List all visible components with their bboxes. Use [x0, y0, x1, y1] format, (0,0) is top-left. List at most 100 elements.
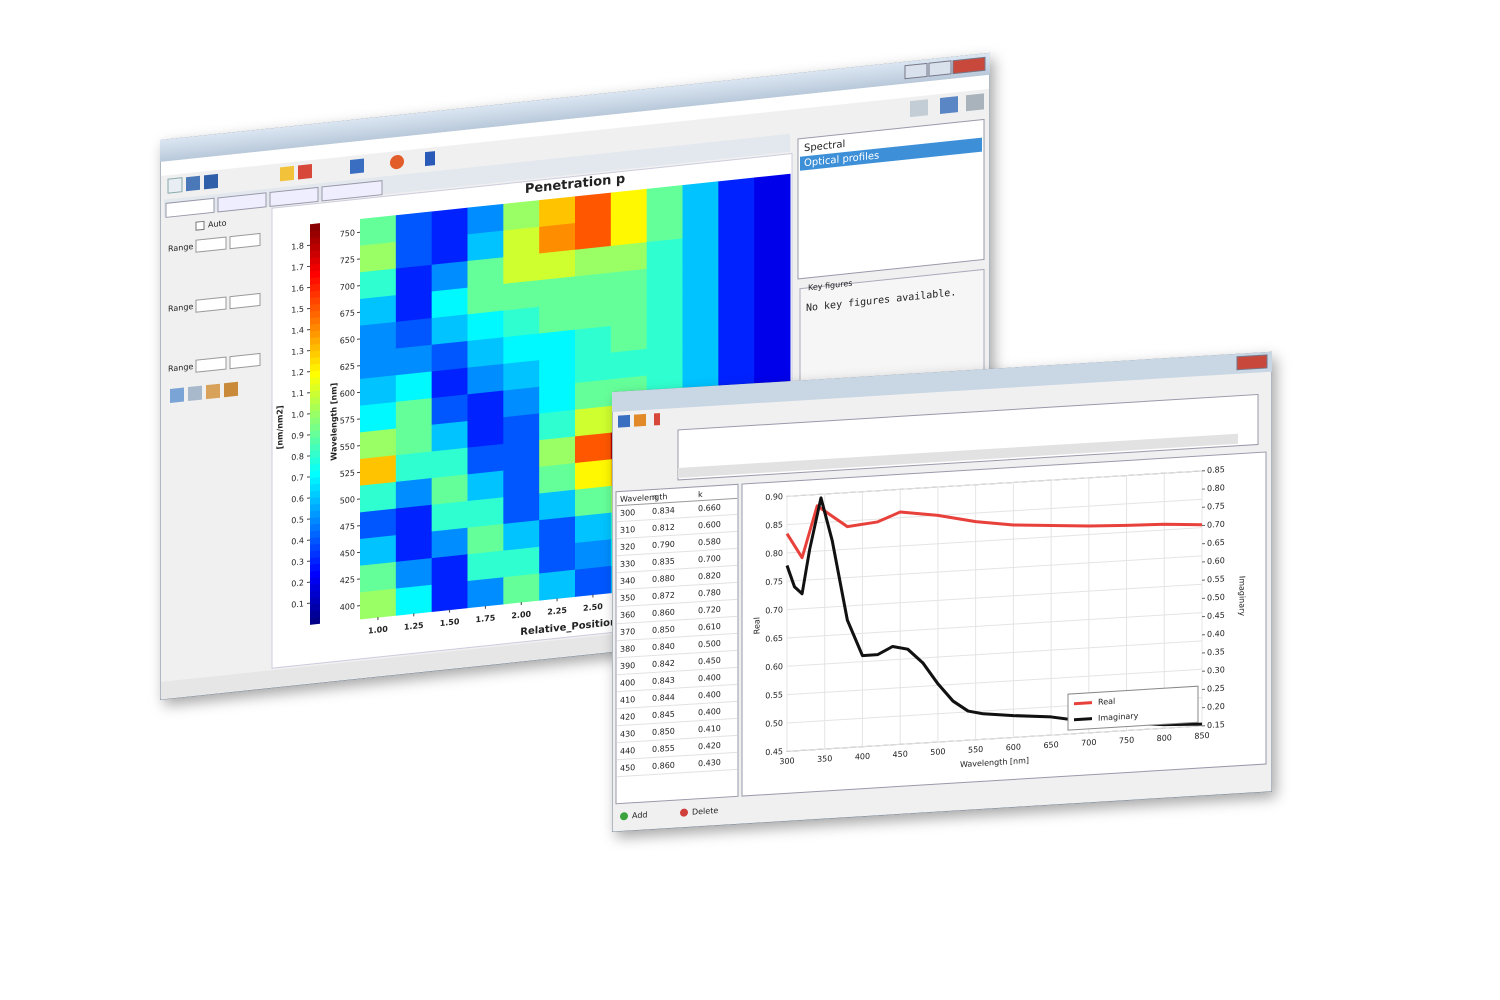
y-tick-label: 525: [340, 468, 355, 479]
x-tick-label: 300: [779, 756, 794, 766]
tab[interactable]: [217, 192, 267, 213]
range-min-field[interactable]: [195, 296, 227, 313]
y2-axis-label: Imaginary: [1238, 576, 1247, 617]
colorbar-segment: [310, 349, 320, 359]
add-button[interactable]: Add: [632, 810, 647, 820]
colorbar-segment: [310, 316, 320, 325]
heatmap-cell: [682, 287, 719, 319]
add-icon[interactable]: [620, 812, 628, 821]
colorbar-segment: [310, 276, 320, 285]
tool-pie[interactable]: [390, 154, 404, 170]
table-cell: 330: [620, 559, 635, 569]
tool-settings[interactable]: [940, 96, 958, 115]
left-panel: Range Auto Range Range: [168, 219, 261, 403]
heatmap-cell: [503, 493, 540, 525]
heatmap-cell: [575, 352, 612, 384]
tool-edit[interactable]: [634, 413, 646, 427]
heatmap-cell: [610, 268, 648, 300]
colorbar-segment: [310, 469, 320, 479]
table-cell: 0.872: [652, 591, 675, 601]
tool-export[interactable]: [224, 381, 238, 398]
heatmap-cell: [503, 546, 540, 578]
tool-chart[interactable]: [350, 158, 364, 175]
tool-flag[interactable]: [654, 413, 660, 426]
tool-save[interactable]: [618, 414, 630, 428]
colorbar-segment: [310, 249, 320, 259]
y-axis-label: Real: [753, 617, 762, 635]
tool-open[interactable]: [186, 175, 200, 192]
colorbar-segment: [310, 336, 320, 345]
heatmap-cell: [575, 485, 612, 517]
list-item[interactable]: Spectral: [804, 139, 845, 154]
table-header-rule: [617, 497, 737, 507]
tool-zoom[interactable]: [170, 387, 184, 403]
tool-new[interactable]: [167, 177, 183, 194]
y-tick-label: 625: [340, 362, 355, 373]
minimize-button[interactable]: [904, 62, 928, 80]
heatmap-cell: [539, 569, 576, 601]
range-min-field[interactable]: [195, 236, 227, 253]
heatmap-cell: [575, 272, 612, 304]
colorbar-segment: [310, 449, 320, 459]
colorbar-tick-label: 0.2: [291, 578, 304, 588]
close-button[interactable]: [1236, 354, 1268, 371]
x-tick-label: 2.25: [547, 606, 567, 617]
maximize-button[interactable]: [928, 60, 952, 77]
tab[interactable]: [321, 180, 383, 202]
heatmap-cell: [360, 535, 397, 567]
table-cell: 0.700: [698, 554, 721, 564]
tab-active[interactable]: [165, 197, 215, 218]
colorbar-segment: [310, 589, 320, 599]
heatmap-cell: [467, 203, 504, 235]
heatmap-cell: [467, 390, 504, 422]
range-max-field[interactable]: [229, 232, 261, 250]
delete-button[interactable]: Delete: [692, 806, 718, 817]
table-cell: 0.855: [652, 744, 675, 754]
range-min-field[interactable]: [195, 356, 227, 373]
y-tick-label: 675: [340, 308, 355, 319]
heatmap-cell: [610, 295, 648, 327]
heatmap-cell: [575, 459, 612, 491]
range-max-field[interactable]: [229, 352, 261, 370]
heatmap-cell: [610, 322, 648, 354]
tool-run[interactable]: [280, 165, 294, 182]
colorbar-segment: [310, 563, 320, 572]
tab[interactable]: [269, 186, 319, 207]
auto-checkbox[interactable]: [195, 220, 205, 231]
scrollbar[interactable]: [678, 433, 1238, 478]
colorbar-segment: [310, 569, 320, 579]
title-bar: [160, 52, 990, 162]
colorbar-tick-label: 0.5: [291, 515, 304, 525]
table-row-rule: [617, 564, 737, 574]
tool-layer[interactable]: [298, 164, 312, 180]
delete-icon[interactable]: [680, 808, 688, 817]
table-cell: 0.843: [652, 676, 675, 686]
tool-print[interactable]: [910, 99, 928, 118]
heatmap-cell: [575, 565, 612, 597]
table-row-rule: [617, 547, 737, 557]
colorbar-segment: [310, 229, 320, 239]
y-tick-label: 600: [340, 388, 355, 399]
tool-screen[interactable]: [966, 93, 984, 112]
colorbar-tick-label: 1.6: [291, 284, 304, 294]
heatmap-cell: [395, 238, 433, 270]
heatmap-cell: [646, 318, 683, 350]
heatmap-cell: [360, 268, 397, 300]
tool-flag[interactable]: [425, 151, 435, 167]
info-text-area[interactable]: [677, 393, 1259, 481]
heatmap-cell: [575, 539, 612, 571]
y-tick-label: 0.50: [765, 719, 783, 729]
range-max-field[interactable]: [229, 292, 261, 310]
tool-save[interactable]: [204, 173, 218, 190]
tool-pan[interactable]: [188, 385, 202, 402]
colorbar-tick-label: 1.4: [291, 326, 304, 336]
colorbar-segment: [310, 509, 320, 519]
heatmap-cell: [503, 333, 540, 365]
tool-edit[interactable]: [206, 383, 220, 400]
grid-line: [787, 583, 1202, 611]
table-cell: 380: [620, 644, 635, 654]
y-tick-label: 0.45: [765, 747, 783, 757]
legend-swatch: [1074, 701, 1092, 706]
close-button[interactable]: [952, 56, 986, 75]
heatmap-cell: [575, 379, 612, 411]
